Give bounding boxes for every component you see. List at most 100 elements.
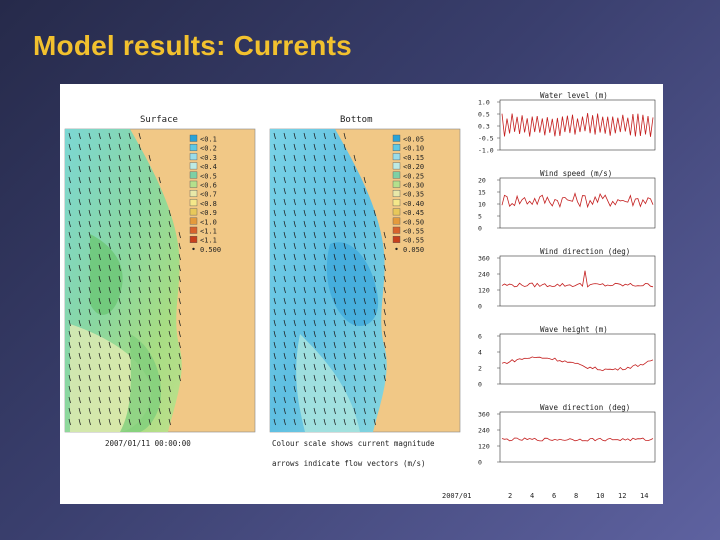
flow-arrow: [283, 297, 286, 305]
flow-arrow: [68, 330, 71, 338]
flow-arrow: [168, 341, 171, 349]
flow-arrow: [128, 286, 131, 294]
flow-arrow: [333, 209, 336, 217]
flow-arrow: [168, 253, 171, 261]
flow-arrow: [78, 308, 81, 316]
timeseries-ytick-label: 0.3: [478, 123, 490, 131]
flow-arrow: [313, 253, 316, 261]
flow-arrow: [108, 385, 111, 393]
flow-arrow: [98, 165, 101, 173]
flow-arrow: [363, 418, 366, 426]
flow-arrow: [138, 275, 141, 283]
flow-arrow: [88, 187, 91, 195]
flow-arrow: [178, 242, 181, 250]
flow-arrow: [283, 396, 286, 404]
flow-arrow: [78, 165, 81, 173]
flow-arrow: [148, 363, 151, 371]
flow-arrow: [68, 341, 71, 349]
legend-swatch: [392, 171, 401, 179]
flow-arrow: [98, 385, 101, 393]
timeseries-trace: [501, 356, 654, 372]
flow-arrow: [128, 132, 131, 140]
flow-arrow: [128, 154, 131, 162]
flow-arrow: [98, 143, 101, 151]
flow-arrow: [313, 341, 316, 349]
timeseries-xtick-label: 8: [574, 492, 578, 500]
flow-arrow: [118, 352, 121, 360]
flow-arrow: [158, 209, 161, 217]
flow-arrow: [128, 165, 131, 173]
flow-arrow: [333, 374, 336, 382]
flow-arrow: [343, 253, 346, 261]
flow-arrow: [363, 264, 366, 272]
flow-arrow: [148, 418, 151, 426]
flow-arrow: [138, 286, 141, 294]
flow-arrow: [333, 187, 336, 195]
flow-arrow: [323, 187, 326, 195]
flow-arrow: [273, 363, 276, 371]
legend-swatch: [392, 226, 401, 234]
flow-arrow: [78, 330, 81, 338]
flow-arrow: [343, 297, 346, 305]
flow-arrow: [108, 396, 111, 404]
flow-arrow: [333, 352, 336, 360]
flow-arrow: [128, 308, 131, 316]
flow-arrow: [118, 319, 121, 327]
flow-arrow: [128, 220, 131, 228]
flow-arrow: [138, 308, 141, 316]
flow-arrow: [168, 363, 171, 371]
flow-arrow: [108, 154, 111, 162]
timeseries-ytick-label: -0.5: [478, 135, 494, 143]
flow-arrow: [293, 264, 296, 272]
flow-arrow: [373, 264, 376, 272]
flow-arrow: [78, 198, 81, 206]
flow-arrow: [333, 143, 336, 151]
legend-label: <0.10: [403, 145, 424, 153]
legend-arrow-scale-dot: [192, 247, 195, 251]
legend-swatch: [392, 208, 401, 216]
flow-arrow: [363, 198, 366, 206]
flow-arrow: [293, 319, 296, 327]
flow-arrow: [118, 209, 121, 217]
flow-arrow: [353, 198, 356, 206]
flow-arrow: [273, 198, 276, 206]
flow-arrow: [118, 231, 121, 239]
flow-arrow: [148, 319, 151, 327]
timeseries-ytick-label: 1.0: [478, 99, 490, 107]
timeseries-panel: Wind speed (m/s) 20 15 10 5 0: [478, 169, 656, 233]
bottom-arrow-field: [273, 132, 386, 426]
flow-arrow: [108, 286, 111, 294]
flow-arrow: [383, 308, 386, 316]
flow-arrow: [88, 341, 91, 349]
flow-arrow: [293, 275, 296, 283]
flow-arrow: [128, 187, 131, 195]
flow-arrow: [68, 132, 71, 140]
flow-arrow: [313, 363, 316, 371]
flow-arrow: [128, 253, 131, 261]
bottom-nearshore-patch: [296, 334, 360, 432]
flow-arrow: [168, 231, 171, 239]
flow-arrow: [373, 308, 376, 316]
flow-arrow: [343, 352, 346, 360]
flow-arrow: [283, 341, 286, 349]
flow-arrow: [313, 308, 316, 316]
surface-map-title: Surface: [140, 115, 178, 125]
flow-arrow: [333, 341, 336, 349]
flow-arrow: [313, 242, 316, 250]
flow-arrow: [138, 418, 141, 426]
legend-swatch: [392, 235, 401, 243]
flow-arrow: [118, 198, 121, 206]
legend-label: <0.45: [403, 209, 424, 217]
flow-arrow: [158, 308, 161, 316]
flow-arrow: [128, 176, 131, 184]
flow-arrow: [108, 319, 111, 327]
flow-arrow: [363, 275, 366, 283]
legend-label: <0.30: [403, 182, 424, 190]
flow-arrow: [303, 374, 306, 382]
flow-arrow: [108, 407, 111, 415]
flow-arrow: [68, 220, 71, 228]
flow-arrow: [303, 220, 306, 228]
flow-arrow: [273, 220, 276, 228]
flow-arrow: [98, 187, 101, 195]
flow-arrow: [68, 407, 71, 415]
